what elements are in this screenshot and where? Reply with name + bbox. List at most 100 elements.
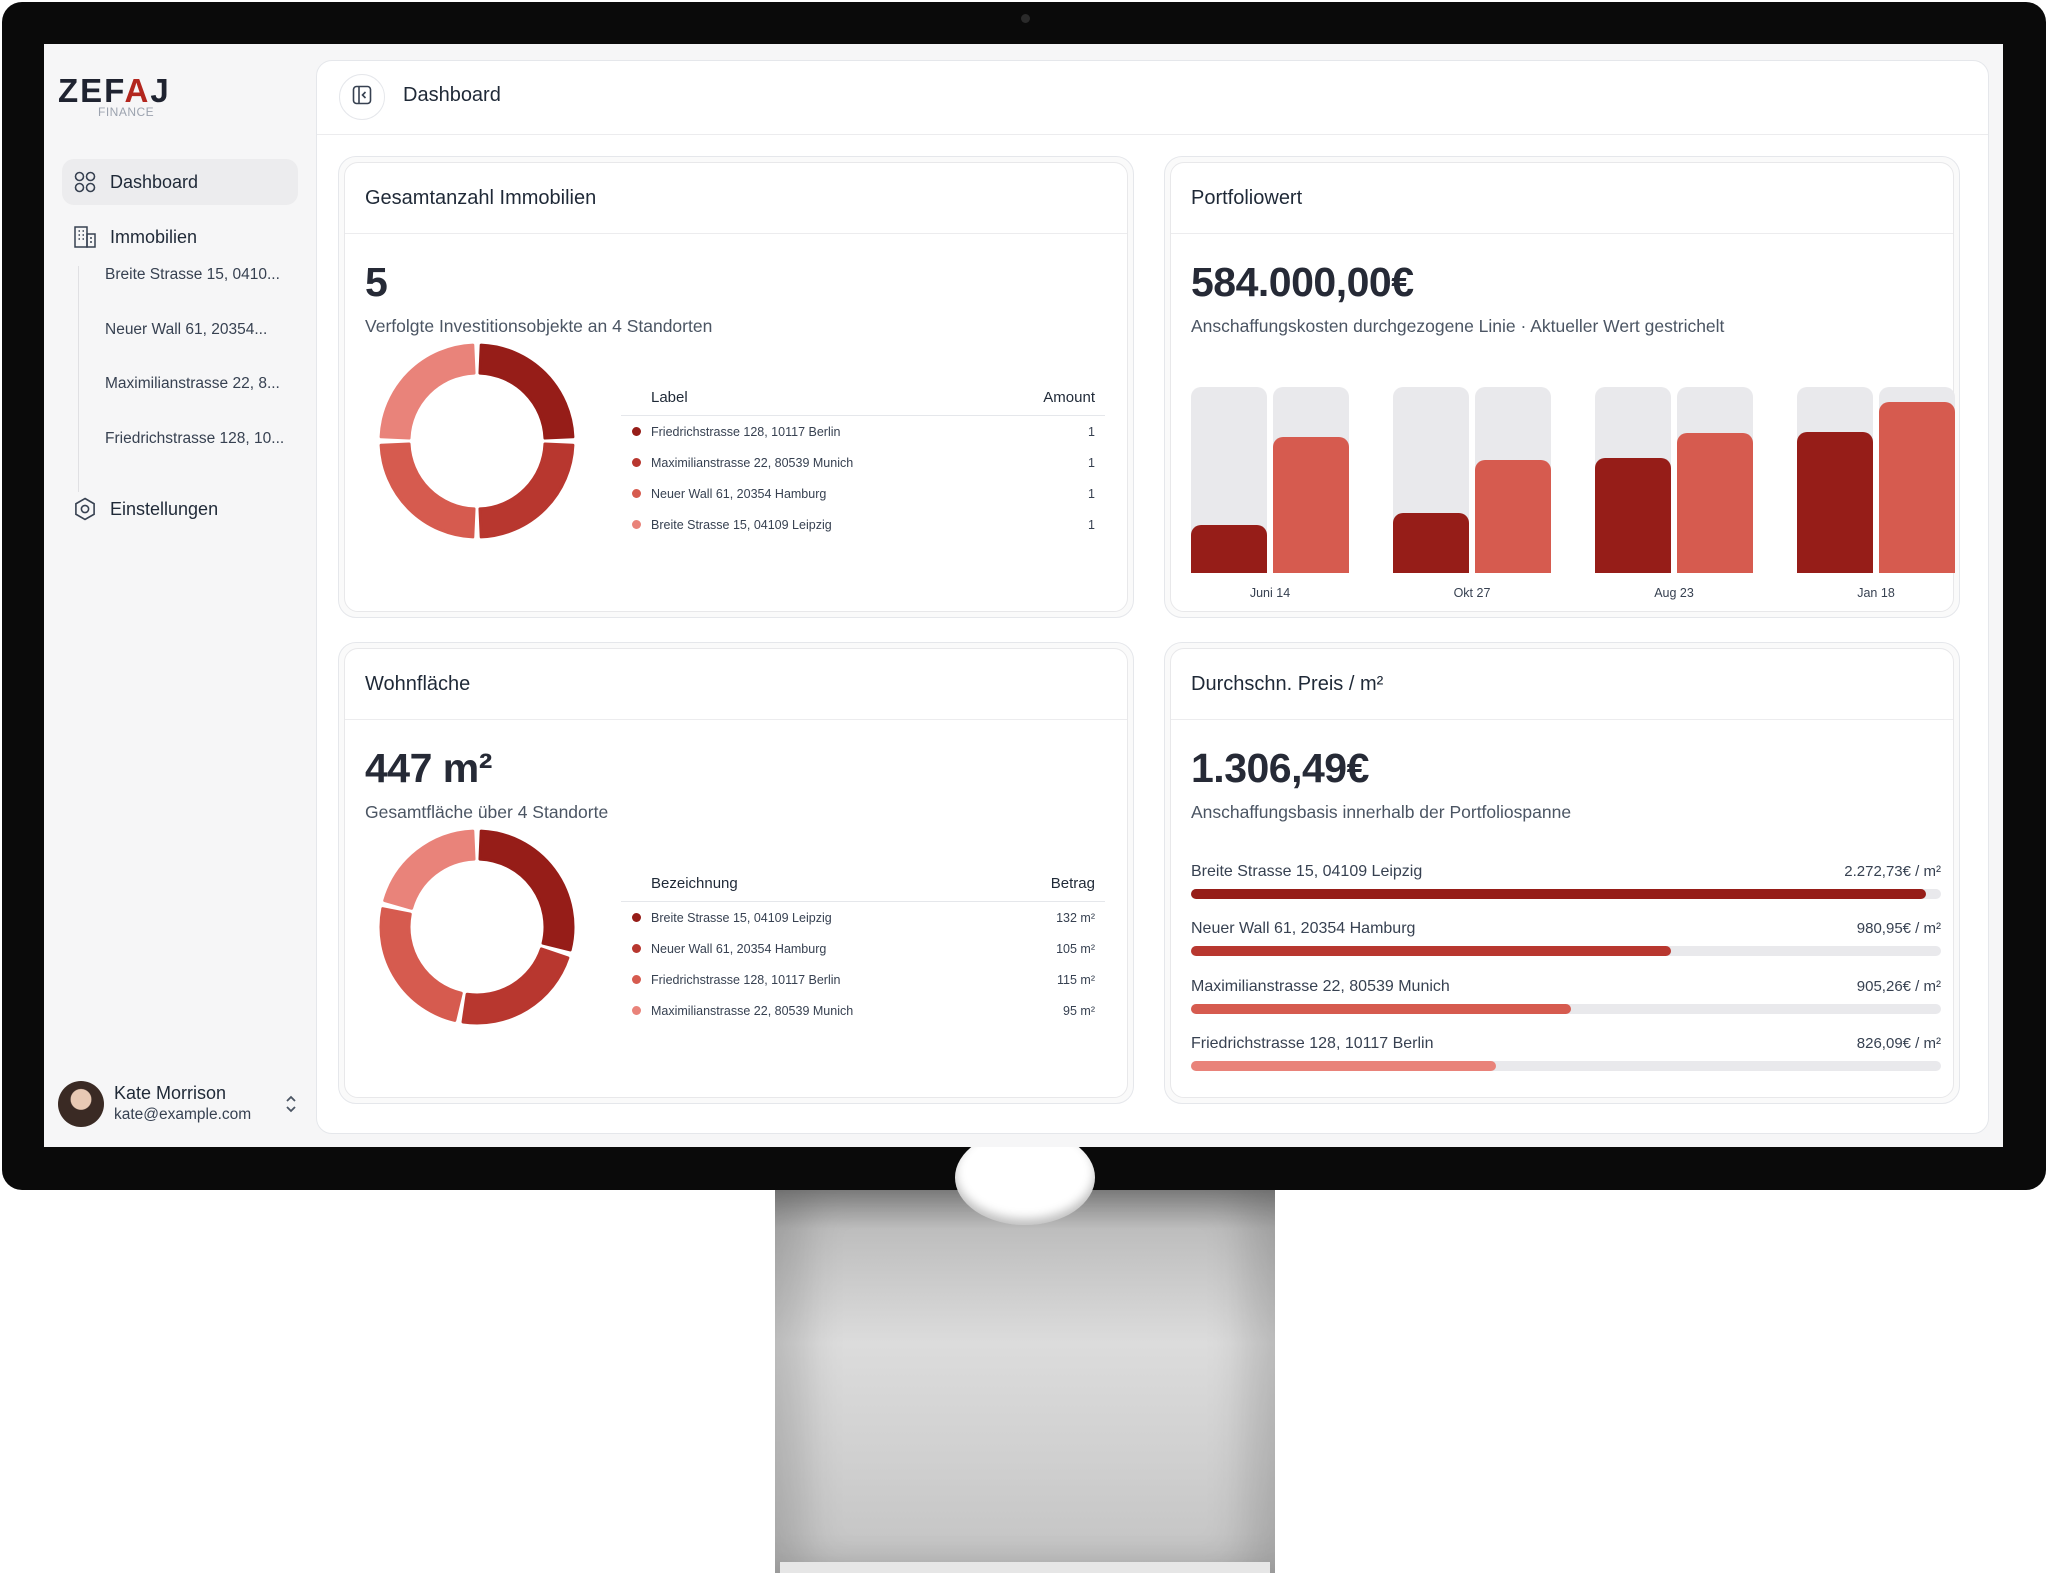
sidebar-subitem-munich[interactable]: Maximilianstrasse 22, 8... — [105, 375, 280, 392]
donut-slice[interactable] — [478, 829, 575, 952]
sidebar-item-label: Einstellungen — [110, 498, 219, 519]
bar-category-label: Jan 18 — [1857, 586, 1895, 600]
bar[interactable] — [1797, 432, 1873, 573]
bar[interactable] — [1475, 460, 1551, 573]
donut-slice[interactable] — [478, 442, 575, 539]
property-legend-table: Label Amount Friedrichstrasse 128, 10117… — [621, 389, 1105, 540]
legend-dot — [632, 975, 641, 984]
legend-row: Neuer Wall 61, 20354 Hamburg 1 — [621, 478, 1105, 509]
property-count-value: 5 — [365, 259, 388, 305]
logo-text: ZEF — [58, 72, 125, 109]
user-name: Kate Morrison — [114, 1083, 227, 1103]
sidebar-subitem-leipzig[interactable]: Breite Strasse 15, 0410... — [105, 266, 280, 283]
legend-amount: 132 m² — [1056, 910, 1095, 925]
property-donut-chart — [379, 343, 575, 539]
price-track — [1191, 1061, 1941, 1071]
sidebar-item-dashboard[interactable]: Dashboard — [62, 159, 298, 205]
card-title: Portfoliowert — [1191, 187, 1303, 209]
settings-icon — [72, 496, 98, 522]
sidebar-subitem-hamburg[interactable]: Neuer Wall 61, 20354... — [105, 321, 268, 338]
legend-amount: 1 — [1088, 517, 1095, 532]
legend-label: Breite Strasse 15, 04109 Leipzig — [651, 517, 832, 532]
card-title: Wohnfläche — [365, 673, 471, 695]
avg-price-subtitle: Anschaffungsbasis innerhalb der Portfoli… — [1191, 802, 1572, 822]
logo-text-end: J — [150, 72, 171, 109]
price-track — [1191, 889, 1941, 899]
building-icon — [72, 224, 98, 250]
portfolio-subtitle: Anschaffungskosten durchgezogene Linie ·… — [1191, 316, 1725, 336]
price-track — [1191, 1004, 1941, 1014]
legend-row: Breite Strasse 15, 04109 Leipzig 132 m² — [621, 902, 1105, 933]
portfolio-bar-chart: Juni 14 Okt 27 Aug 23 Jan 18 — [1191, 387, 1955, 600]
price-fill — [1191, 889, 1926, 899]
price-row-label: Friedrichstrasse 128, 10117 Berlin — [1191, 1035, 1434, 1052]
donut-slice[interactable] — [379, 343, 476, 440]
price-row-label: Breite Strasse 15, 04109 Leipzig — [1191, 863, 1423, 880]
sidebar-item-einstellungen[interactable]: Einstellungen — [62, 486, 298, 532]
property-count-subtitle: Verfolgte Investitionsobjekte an 4 Stand… — [365, 316, 713, 336]
card-portfolio-value: Portfoliowert 584.000,00€ Anschaffungsko… — [1164, 156, 1960, 618]
price-row: Breite Strasse 15, 04109 Leipzig 2.272,7… — [1191, 863, 1941, 913]
legend-label: Maximilianstrasse 22, 80539 Munich — [651, 1003, 854, 1018]
donut-slice[interactable] — [379, 442, 476, 539]
price-fill — [1191, 1004, 1571, 1014]
legend-header-label: Label — [651, 389, 688, 406]
card-title: Durchschn. Preis / m² — [1191, 673, 1384, 695]
legend-label: Friedrichstrasse 128, 10117 Berlin — [651, 424, 841, 439]
chevron-updown-icon — [284, 1093, 298, 1116]
price-row: Friedrichstrasse 128, 10117 Berlin 826,0… — [1191, 1035, 1941, 1085]
screen: ZEFAJ FINANCE Dashboard Immobi — [44, 44, 2003, 1147]
bar[interactable] — [1191, 525, 1267, 573]
bar[interactable] — [1879, 402, 1955, 573]
area-donut-chart — [379, 829, 575, 1025]
card-avg-price: Durchschn. Preis / m² 1.306,49€ Anschaff… — [1164, 642, 1960, 1104]
sidebar-item-immobilien[interactable]: Immobilien — [62, 214, 298, 260]
price-row-value: 2.272,73€ / m² — [1844, 863, 1941, 880]
donut-slice[interactable] — [478, 343, 575, 440]
legend-amount: 95 m² — [1063, 1003, 1095, 1018]
donut-slice[interactable] — [461, 947, 570, 1025]
legend-header-amount: Amount — [1043, 389, 1095, 406]
donut-slice[interactable] — [383, 829, 476, 910]
main-panel: Dashboard Gesamtanzahl Immobilien 5 Verf… — [316, 60, 1989, 1134]
sidebar-toggle-button[interactable] — [339, 74, 385, 120]
sidebar-item-label: Immobilien — [110, 226, 198, 247]
legend-label: Maximilianstrasse 22, 80539 Munich — [651, 455, 854, 470]
bar[interactable] — [1273, 437, 1349, 573]
bar-category-label: Okt 27 — [1453, 586, 1491, 600]
logo-tagline: FINANCE — [98, 105, 155, 119]
legend-dot — [632, 913, 641, 922]
legend-row: Maximilianstrasse 22, 80539 Munich 95 m² — [621, 995, 1105, 1026]
card-title: Gesamtanzahl Immobilien — [365, 187, 597, 209]
legend-row: Friedrichstrasse 128, 10117 Berlin 115 m² — [621, 964, 1105, 995]
legend-dot — [632, 427, 641, 436]
donut-slice[interactable] — [379, 907, 463, 1022]
legend-row: Breite Strasse 15, 04109 Leipzig 1 — [621, 509, 1105, 540]
living-area-value: 447 m² — [365, 745, 492, 791]
legend-row: Maximilianstrasse 22, 80539 Munich 1 — [621, 447, 1105, 478]
card-living-area: Wohnfläche 447 m² Gesamtfläche über 4 St… — [338, 642, 1134, 1104]
legend-dot — [632, 944, 641, 953]
bar[interactable] — [1595, 458, 1671, 573]
avg-price-value: 1.306,49€ — [1191, 745, 1369, 791]
price-row-value: 980,95€ / m² — [1856, 920, 1941, 937]
bar[interactable] — [1677, 433, 1753, 573]
legend-amount: 1 — [1088, 424, 1095, 439]
panel-left-icon — [351, 84, 373, 111]
legend-dot — [632, 458, 641, 467]
price-row-value: 826,09€ / m² — [1856, 1035, 1941, 1052]
bar[interactable] — [1393, 513, 1469, 573]
user-menu[interactable]: Kate Morrison kate@example.com — [58, 1081, 303, 1131]
legend-label: Breite Strasse 15, 04109 Leipzig — [651, 910, 832, 925]
monitor-stand — [775, 1190, 1275, 1573]
stand-foot — [780, 1562, 1270, 1573]
avatar — [58, 1081, 104, 1127]
price-row: Neuer Wall 61, 20354 Hamburg 980,95€ / m… — [1191, 920, 1941, 970]
bar-category-label: Aug 23 — [1654, 586, 1694, 600]
camera — [1021, 14, 1030, 23]
price-row-label: Maximilianstrasse 22, 80539 Munich — [1191, 978, 1450, 995]
legend-label: Neuer Wall 61, 20354 Hamburg — [651, 486, 827, 501]
sidebar-subitem-berlin[interactable]: Friedrichstrasse 128, 10... — [105, 430, 285, 447]
price-row: Maximilianstrasse 22, 80539 Munich 905,2… — [1191, 978, 1941, 1028]
logo[interactable]: ZEFAJ FINANCE — [58, 72, 171, 119]
